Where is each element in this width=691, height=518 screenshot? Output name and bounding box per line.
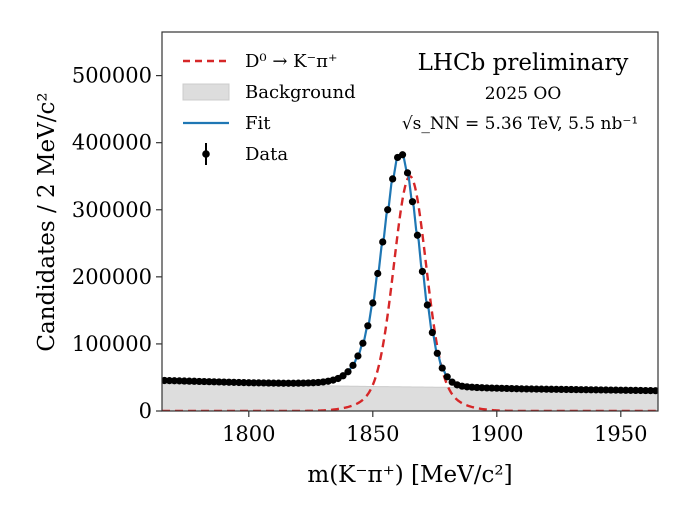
data-point <box>532 385 541 393</box>
y-tick-label: 0 <box>139 399 152 423</box>
legend-signal-label: D⁰ → K⁻π⁺ <box>245 51 337 72</box>
data-point <box>651 387 658 395</box>
legend-entry-signal: D⁰ → K⁻π⁺ <box>183 51 337 72</box>
legend-data-marker <box>202 150 210 158</box>
data-point <box>632 386 640 395</box>
data-point <box>646 387 655 395</box>
data-point <box>602 386 610 394</box>
legend-background-label: Background <box>245 82 356 103</box>
legend-fit-label: Fit <box>245 113 271 134</box>
data-point <box>289 379 298 387</box>
data-point <box>265 379 273 387</box>
energy-label: √s_NN = 5.36 TeV, 5.5 nb⁻¹ <box>402 114 638 134</box>
legend-entry-data: Data <box>202 143 288 165</box>
data-point <box>279 379 288 387</box>
x-tick-label: 1850 <box>346 422 399 446</box>
data-point <box>557 385 565 393</box>
data-point <box>245 379 253 387</box>
annotations: LHCb preliminary 2025 OO √s_NN = 5.36 Te… <box>402 50 638 134</box>
y-tick-label: 200000 <box>72 265 152 289</box>
data-point <box>364 322 372 330</box>
legend-background-swatch <box>182 83 230 101</box>
data-point <box>438 364 446 372</box>
dataset-label: 2025 OO <box>485 84 562 104</box>
data-point <box>274 379 283 387</box>
x-axis: 1800 1850 1900 1950 <box>222 411 648 446</box>
data-point <box>384 206 392 214</box>
data-point <box>389 175 397 183</box>
data-point <box>339 372 347 380</box>
legend: D⁰ → K⁻π⁺ Background Fit Data <box>182 51 356 165</box>
legend-data-label: Data <box>245 144 288 165</box>
data-point <box>369 299 377 307</box>
data-point <box>542 385 551 393</box>
data-point <box>627 386 635 394</box>
x-tick-label: 1950 <box>594 422 647 446</box>
data-point <box>255 379 263 387</box>
data-point <box>612 386 620 394</box>
data-point <box>443 373 451 381</box>
data-point <box>587 386 595 394</box>
y-tick-label: 400000 <box>72 131 152 155</box>
data-point <box>294 379 302 387</box>
data-point <box>408 198 417 206</box>
data-point <box>413 231 422 239</box>
data-point <box>344 368 352 376</box>
data-point <box>592 386 600 394</box>
legend-entry-background: Background <box>182 82 356 103</box>
x-tick-label: 1800 <box>222 422 275 446</box>
data-point <box>572 386 580 394</box>
y-tick-label: 100000 <box>72 332 152 356</box>
data-point <box>607 386 615 394</box>
data-point <box>423 301 431 309</box>
plot-frame <box>161 31 659 412</box>
data-point <box>379 238 387 246</box>
data-point <box>284 379 293 387</box>
data-point <box>537 385 546 393</box>
data-point <box>642 386 650 395</box>
y-tick-label: 300000 <box>72 198 152 222</box>
data-point <box>527 385 536 393</box>
y-tick-label: 500000 <box>72 64 152 88</box>
data-point <box>617 386 625 394</box>
data-point <box>418 267 426 276</box>
data-point <box>622 386 630 394</box>
data-point <box>374 269 382 278</box>
data-point <box>582 386 590 394</box>
data-point <box>250 379 258 387</box>
legend-entry-fit: Fit <box>183 113 271 134</box>
x-axis-title: m(K⁻π⁺) [MeV/c²] <box>307 462 512 488</box>
data-point <box>597 386 605 394</box>
data-point <box>433 349 441 357</box>
data-point <box>637 386 645 395</box>
data-point <box>260 379 268 387</box>
y-axis-title: Candidates / 2 MeV/c² <box>34 92 60 351</box>
data-point <box>398 151 407 159</box>
experiment-label: LHCb preliminary <box>418 50 629 76</box>
data-point <box>518 385 526 393</box>
data-point <box>577 386 585 394</box>
data-point <box>567 385 575 394</box>
data-point <box>349 361 357 369</box>
signal-curve <box>162 174 658 411</box>
data-point <box>403 169 412 177</box>
data-point <box>552 385 560 393</box>
y-axis: 0 100000 200000 300000 400000 500000 <box>72 64 162 423</box>
data-point <box>547 385 555 393</box>
data-point <box>354 352 362 360</box>
data-point <box>522 385 531 393</box>
data-point <box>359 339 367 347</box>
data-points <box>162 151 658 395</box>
plot-area <box>162 151 658 411</box>
data-point <box>428 328 436 337</box>
data-point <box>270 379 278 387</box>
data-point <box>562 385 570 394</box>
x-tick-label: 1900 <box>470 422 523 446</box>
